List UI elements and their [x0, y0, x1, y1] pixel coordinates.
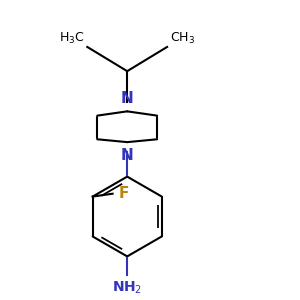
- Text: CH$_3$: CH$_3$: [170, 30, 195, 46]
- Text: N: N: [121, 91, 134, 106]
- Text: N: N: [121, 148, 134, 163]
- Text: F: F: [118, 186, 129, 201]
- Text: NH$_2$: NH$_2$: [112, 279, 142, 296]
- Text: H$_3$C: H$_3$C: [59, 30, 85, 46]
